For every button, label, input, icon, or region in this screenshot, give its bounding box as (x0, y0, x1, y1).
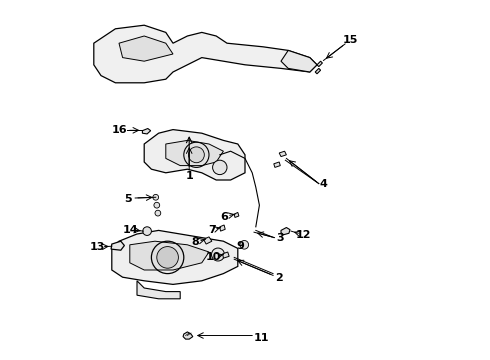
Text: 1: 1 (185, 171, 193, 181)
Text: 16: 16 (111, 125, 127, 135)
Circle shape (240, 240, 248, 249)
Polygon shape (222, 252, 229, 258)
Polygon shape (317, 61, 322, 67)
Polygon shape (112, 230, 238, 284)
Text: 5: 5 (124, 194, 132, 204)
Polygon shape (143, 129, 151, 134)
Text: 15: 15 (343, 35, 358, 45)
Polygon shape (94, 25, 317, 83)
Text: 12: 12 (295, 230, 311, 240)
Polygon shape (279, 151, 286, 157)
Circle shape (154, 202, 160, 208)
Polygon shape (204, 237, 212, 244)
Circle shape (189, 147, 204, 163)
Polygon shape (137, 281, 180, 299)
Text: 9: 9 (237, 241, 245, 251)
Polygon shape (315, 68, 320, 74)
Circle shape (143, 227, 151, 235)
Polygon shape (274, 162, 280, 167)
Circle shape (157, 247, 178, 268)
Polygon shape (281, 228, 290, 235)
Polygon shape (166, 140, 223, 166)
Text: 11: 11 (253, 333, 269, 343)
Text: 14: 14 (123, 225, 139, 235)
Circle shape (153, 194, 159, 200)
Text: 7: 7 (208, 225, 216, 235)
Circle shape (212, 248, 224, 261)
Polygon shape (183, 332, 193, 339)
Text: 6: 6 (220, 212, 228, 222)
Circle shape (213, 160, 227, 175)
Polygon shape (220, 225, 225, 231)
Text: 13: 13 (90, 242, 105, 252)
Polygon shape (130, 241, 209, 270)
Text: 2: 2 (275, 273, 283, 283)
Polygon shape (281, 50, 317, 72)
Polygon shape (234, 212, 239, 217)
Text: 3: 3 (276, 233, 284, 243)
Polygon shape (144, 130, 245, 180)
Text: 10: 10 (206, 252, 221, 262)
Polygon shape (119, 36, 173, 61)
Polygon shape (111, 241, 124, 250)
Text: 4: 4 (319, 179, 327, 189)
Circle shape (155, 210, 161, 216)
Text: 8: 8 (192, 237, 199, 247)
